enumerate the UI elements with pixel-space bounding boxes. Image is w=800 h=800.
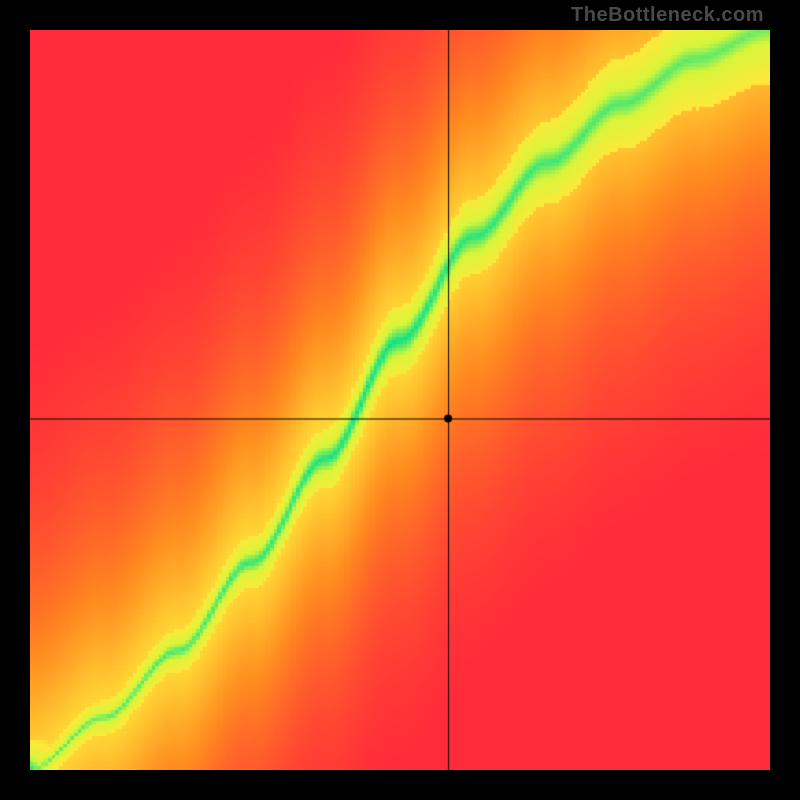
watermark-text: TheBottleneck.com	[571, 4, 764, 27]
bottleneck-heatmap	[30, 30, 770, 770]
chart-container: { "watermark": "TheBottleneck.com", "cha…	[0, 0, 800, 800]
